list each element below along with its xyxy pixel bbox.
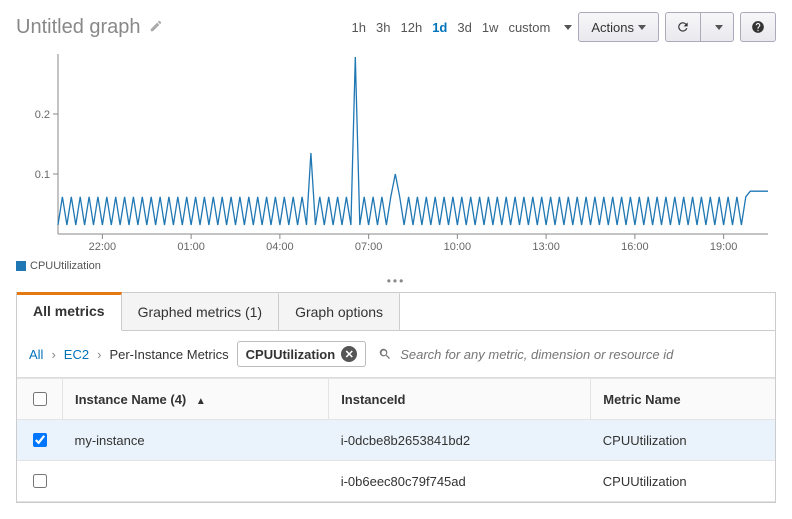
tab-graph-options[interactable]: Graph options	[279, 293, 400, 330]
svg-text:22:00: 22:00	[89, 241, 117, 253]
search-icon	[378, 347, 392, 361]
search-input[interactable]	[398, 346, 763, 363]
col-instance-name-label: Instance Name (4)	[75, 392, 186, 407]
edit-title-icon[interactable]	[149, 19, 163, 36]
breadcrumb-sep: ›	[51, 347, 55, 362]
header-row: Untitled graph 1h 3h 12h 1d 3d 1w custom…	[16, 12, 776, 42]
range-12h[interactable]: 12h	[400, 20, 422, 35]
refresh-button[interactable]	[665, 12, 701, 42]
cell-instance-name	[63, 461, 329, 502]
svg-text:10:00: 10:00	[444, 241, 472, 253]
search-wrap	[378, 346, 763, 363]
table-row[interactable]: my-instancei-0dcbe8b2653841bd2CPUUtiliza…	[17, 420, 775, 461]
breadcrumb-all[interactable]: All	[29, 347, 43, 362]
range-3h[interactable]: 3h	[376, 20, 390, 35]
svg-text:07:00: 07:00	[355, 241, 383, 253]
chart-legend: CPUUtilization	[16, 260, 776, 272]
row-checkbox[interactable]	[33, 474, 47, 488]
metrics-panel: All metrics Graphed metrics (1) Graph op…	[16, 292, 776, 503]
chevron-down-icon	[715, 25, 723, 30]
tab-all-metrics[interactable]: All metrics	[17, 292, 122, 331]
breadcrumb-sep: ›	[97, 347, 101, 362]
range-custom[interactable]: custom	[508, 20, 550, 35]
cell-instance-id: i-0b6eec80c79f745ad	[329, 461, 591, 502]
cell-metric-name: CPUUtilization	[591, 420, 775, 461]
resize-handle[interactable]: •••	[16, 274, 776, 288]
breadcrumb-ec2[interactable]: EC2	[64, 347, 89, 362]
breadcrumb-per-instance: Per-Instance Metrics	[109, 347, 228, 362]
refresh-icon	[676, 20, 690, 34]
tab-bar: All metrics Graphed metrics (1) Graph op…	[17, 293, 775, 331]
svg-text:13:00: 13:00	[532, 241, 560, 253]
legend-swatch	[16, 261, 26, 271]
range-3d[interactable]: 3d	[457, 20, 471, 35]
breadcrumb-filter-row: All › EC2 › Per-Instance Metrics CPUUtil…	[17, 331, 775, 378]
cell-instance-id: i-0dcbe8b2653841bd2	[329, 420, 591, 461]
actions-button[interactable]: Actions	[578, 12, 659, 42]
legend-label: CPUUtilization	[30, 260, 101, 272]
filter-pill-label: CPUUtilization	[246, 347, 336, 362]
range-dropdown-icon[interactable]	[564, 25, 572, 30]
col-instance-id[interactable]: InstanceId	[329, 379, 591, 420]
tab-graphed-metrics[interactable]: Graphed metrics (1)	[122, 293, 279, 330]
svg-text:04:00: 04:00	[266, 241, 294, 253]
chevron-down-icon	[638, 25, 646, 30]
range-1w[interactable]: 1w	[482, 20, 499, 35]
filter-pill: CPUUtilization ✕	[237, 341, 367, 367]
time-range-selector: 1h 3h 12h 1d 3d 1w custom	[352, 20, 573, 35]
refresh-dropdown-button[interactable]	[701, 12, 734, 42]
select-all-checkbox[interactable]	[33, 392, 47, 406]
svg-text:0.2: 0.2	[35, 109, 50, 121]
graph-title: Untitled graph	[16, 16, 141, 39]
filter-pill-remove-icon[interactable]: ✕	[341, 346, 357, 362]
svg-text:19:00: 19:00	[710, 241, 738, 253]
svg-text:01:00: 01:00	[177, 241, 205, 253]
table-row[interactable]: i-0b6eec80c79f745adCPUUtilization	[17, 461, 775, 502]
range-1d[interactable]: 1d	[432, 20, 447, 35]
cell-metric-name: CPUUtilization	[591, 461, 775, 502]
help-icon	[751, 20, 765, 34]
row-checkbox[interactable]	[33, 433, 47, 447]
sort-asc-icon: ▲	[196, 396, 206, 407]
chart-area: 0.1 0.2 22:00 01:00 04:00 07:00 10:00 13:00 16:0…	[16, 48, 776, 268]
line-chart[interactable]: 0.1 0.2 22:00 01:00 04:00 07:00 10:00 13:00 16:0…	[16, 48, 776, 258]
cell-instance-name: my-instance	[63, 420, 329, 461]
svg-text:16:00: 16:00	[621, 241, 649, 253]
col-metric-name[interactable]: Metric Name	[591, 379, 775, 420]
col-instance-name[interactable]: Instance Name (4) ▲	[63, 379, 329, 420]
range-1h[interactable]: 1h	[352, 20, 366, 35]
metrics-table: Instance Name (4) ▲ InstanceId Metric Na…	[17, 378, 775, 502]
svg-text:0.1: 0.1	[35, 169, 50, 181]
help-button[interactable]	[740, 12, 776, 42]
actions-label: Actions	[591, 20, 634, 35]
